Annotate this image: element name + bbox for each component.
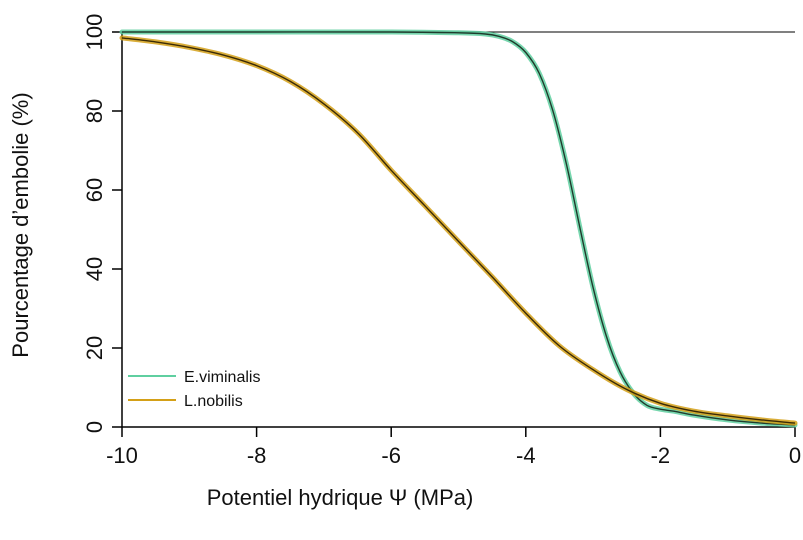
x-tick-label: -8 <box>247 443 267 468</box>
x-tick-label: -2 <box>651 443 671 468</box>
legend: E.viminalis L.nobilis <box>128 369 260 410</box>
series-band-l-nobilis <box>119 35 798 426</box>
x-ticks: -10 -8 -6 -4 -2 0 <box>106 427 801 468</box>
y-axis-title: Pourcentage d’embolie (%) <box>8 92 33 357</box>
y-ticks: 0 20 40 60 80 100 <box>82 14 122 433</box>
plot-area <box>121 31 795 428</box>
y-tick-label: 100 <box>82 14 107 51</box>
legend-label-l-nobilis: L.nobilis <box>184 393 243 410</box>
series-line-l-nobilis <box>121 37 796 424</box>
x-tick-label: -6 <box>381 443 401 468</box>
series-line-e-viminalis <box>121 31 796 426</box>
y-tick-label: 40 <box>82 257 107 281</box>
series-band-e-viminalis <box>119 29 798 428</box>
x-axis-title: Potentiel hydrique Ψ (MPa) <box>207 485 474 510</box>
y-tick-label: 0 <box>82 421 107 433</box>
x-tick-label: -10 <box>106 443 138 468</box>
series-layer <box>119 29 798 428</box>
x-tick-label: -4 <box>516 443 536 468</box>
y-tick-label: 20 <box>82 336 107 360</box>
y-tick-label: 60 <box>82 178 107 202</box>
y-tick-label: 80 <box>82 99 107 123</box>
x-tick-label: 0 <box>789 443 801 468</box>
legend-label-e-viminalis: E.viminalis <box>184 369 260 386</box>
